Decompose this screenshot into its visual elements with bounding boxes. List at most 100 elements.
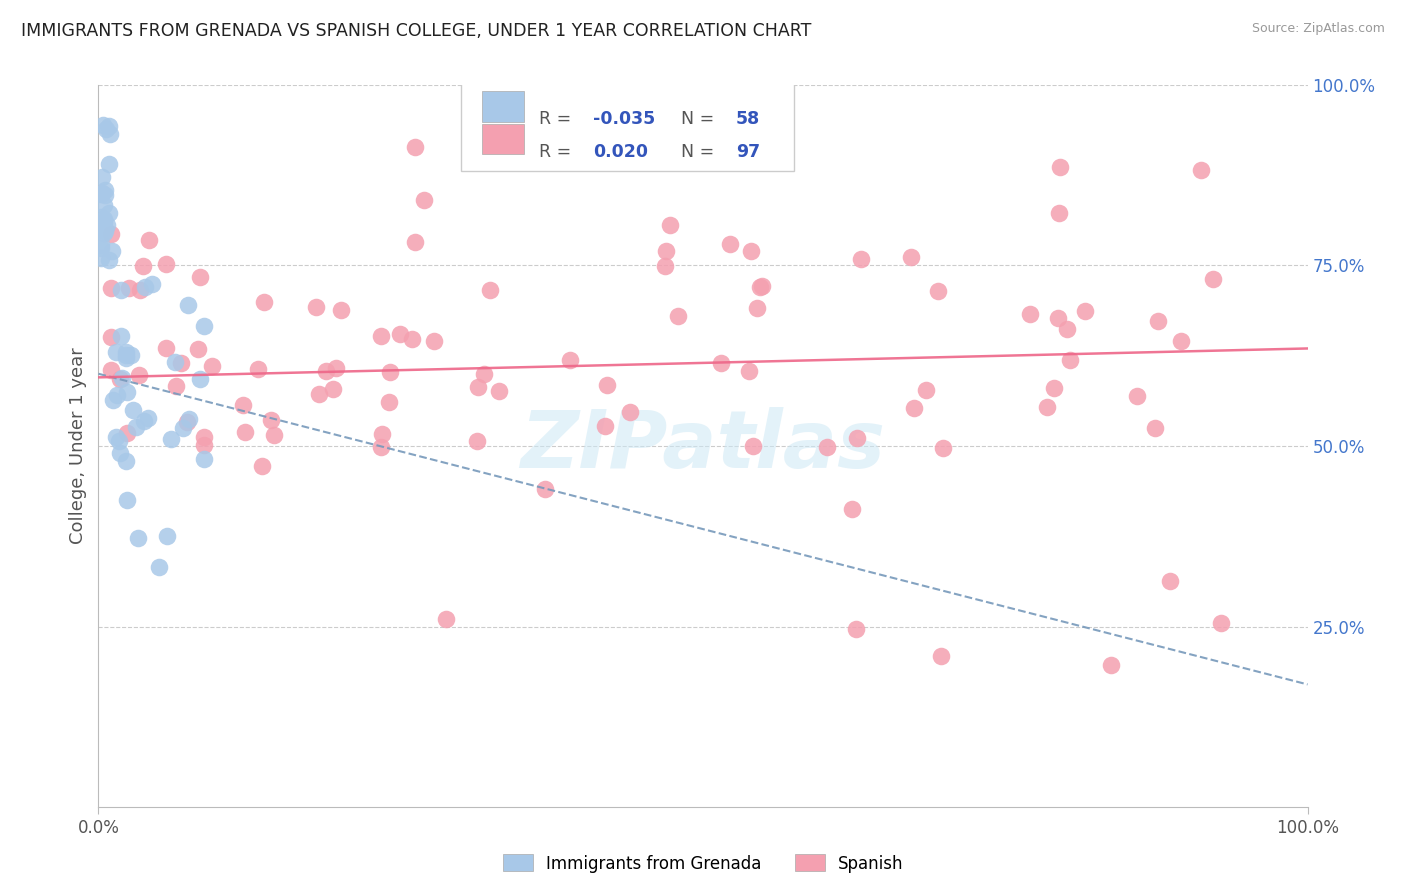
Point: [1036, 400, 1059, 414]
Point: [619, 405, 641, 419]
Point: [110, 446, 132, 460]
Point: [122, 403, 145, 417]
Point: [97, 206, 120, 220]
Point: [740, 244, 762, 259]
FancyBboxPatch shape: [482, 91, 524, 121]
Point: [90, 217, 112, 231]
Point: [90, 186, 112, 201]
Text: 58: 58: [735, 111, 759, 128]
Point: [104, 345, 127, 359]
Point: [98, 157, 121, 171]
Point: [260, 413, 283, 427]
Point: [1170, 334, 1192, 348]
Point: [172, 421, 194, 435]
Point: [165, 379, 187, 393]
Point: [91, 118, 114, 132]
Point: [98, 253, 121, 268]
Point: [472, 368, 495, 382]
Legend: Immigrants from Grenada, Spanish: Immigrants from Grenada, Spanish: [496, 847, 910, 880]
Point: [160, 432, 183, 446]
Point: [115, 351, 138, 366]
Point: [93, 227, 115, 241]
Point: [325, 361, 347, 376]
Point: [488, 384, 510, 398]
Point: [253, 295, 276, 310]
Point: [710, 356, 733, 370]
Point: [745, 301, 768, 316]
Point: [115, 384, 138, 399]
Point: [93, 224, 115, 238]
Point: [308, 387, 330, 401]
Point: [94, 122, 117, 136]
Point: [110, 329, 132, 343]
Point: [93, 215, 115, 229]
Text: Source: ZipAtlas.com: Source: ZipAtlas.com: [1251, 22, 1385, 36]
Point: [389, 326, 412, 341]
Point: [232, 398, 254, 412]
Point: [1201, 272, 1223, 286]
Point: [378, 395, 401, 409]
Point: [115, 493, 138, 508]
Point: [111, 371, 134, 385]
Point: [748, 279, 770, 293]
Point: [322, 382, 344, 396]
Point: [401, 333, 423, 347]
Point: [188, 372, 211, 386]
Point: [120, 348, 142, 362]
Point: [93, 198, 115, 212]
Point: [929, 649, 952, 664]
Point: [718, 237, 741, 252]
Point: [742, 439, 765, 453]
Point: [1059, 352, 1081, 367]
Point: [101, 244, 124, 258]
Point: [1056, 322, 1078, 336]
Point: [193, 452, 215, 467]
Point: [93, 211, 115, 226]
Text: R =: R =: [538, 143, 582, 161]
Point: [94, 187, 117, 202]
Point: [105, 388, 128, 402]
Point: [1189, 163, 1212, 178]
Point: [100, 330, 122, 344]
Point: [165, 355, 187, 369]
Text: 97: 97: [735, 143, 759, 161]
Point: [100, 227, 122, 241]
Point: [115, 425, 138, 440]
Point: [465, 434, 488, 448]
Point: [193, 430, 215, 444]
Point: [1043, 381, 1066, 395]
Point: [155, 257, 177, 271]
Text: R =: R =: [538, 111, 576, 128]
Point: [849, 252, 872, 266]
Point: [124, 420, 146, 434]
Point: [252, 459, 274, 474]
Point: [1074, 304, 1097, 318]
Point: [128, 368, 150, 382]
Point: [176, 415, 198, 429]
Point: [127, 531, 149, 545]
Point: [141, 277, 163, 291]
Y-axis label: College, Under 1 year: College, Under 1 year: [69, 348, 87, 544]
Point: [534, 482, 557, 496]
Point: [193, 319, 215, 334]
Point: [90, 170, 112, 185]
Point: [263, 428, 285, 442]
Point: [94, 222, 117, 236]
Point: [114, 344, 136, 359]
Point: [666, 310, 689, 324]
Point: [1047, 206, 1070, 220]
Point: [915, 383, 938, 397]
Point: [115, 348, 138, 362]
Point: [654, 260, 676, 274]
Point: [1019, 307, 1042, 321]
Point: [330, 302, 353, 317]
Point: [1049, 160, 1071, 174]
Point: [193, 438, 215, 452]
Point: [91, 186, 114, 200]
Text: ZIPatlas: ZIPatlas: [520, 407, 886, 485]
Point: [97, 120, 120, 134]
Point: [90, 210, 112, 224]
Point: [138, 411, 160, 425]
Point: [596, 377, 619, 392]
Point: [90, 251, 112, 265]
